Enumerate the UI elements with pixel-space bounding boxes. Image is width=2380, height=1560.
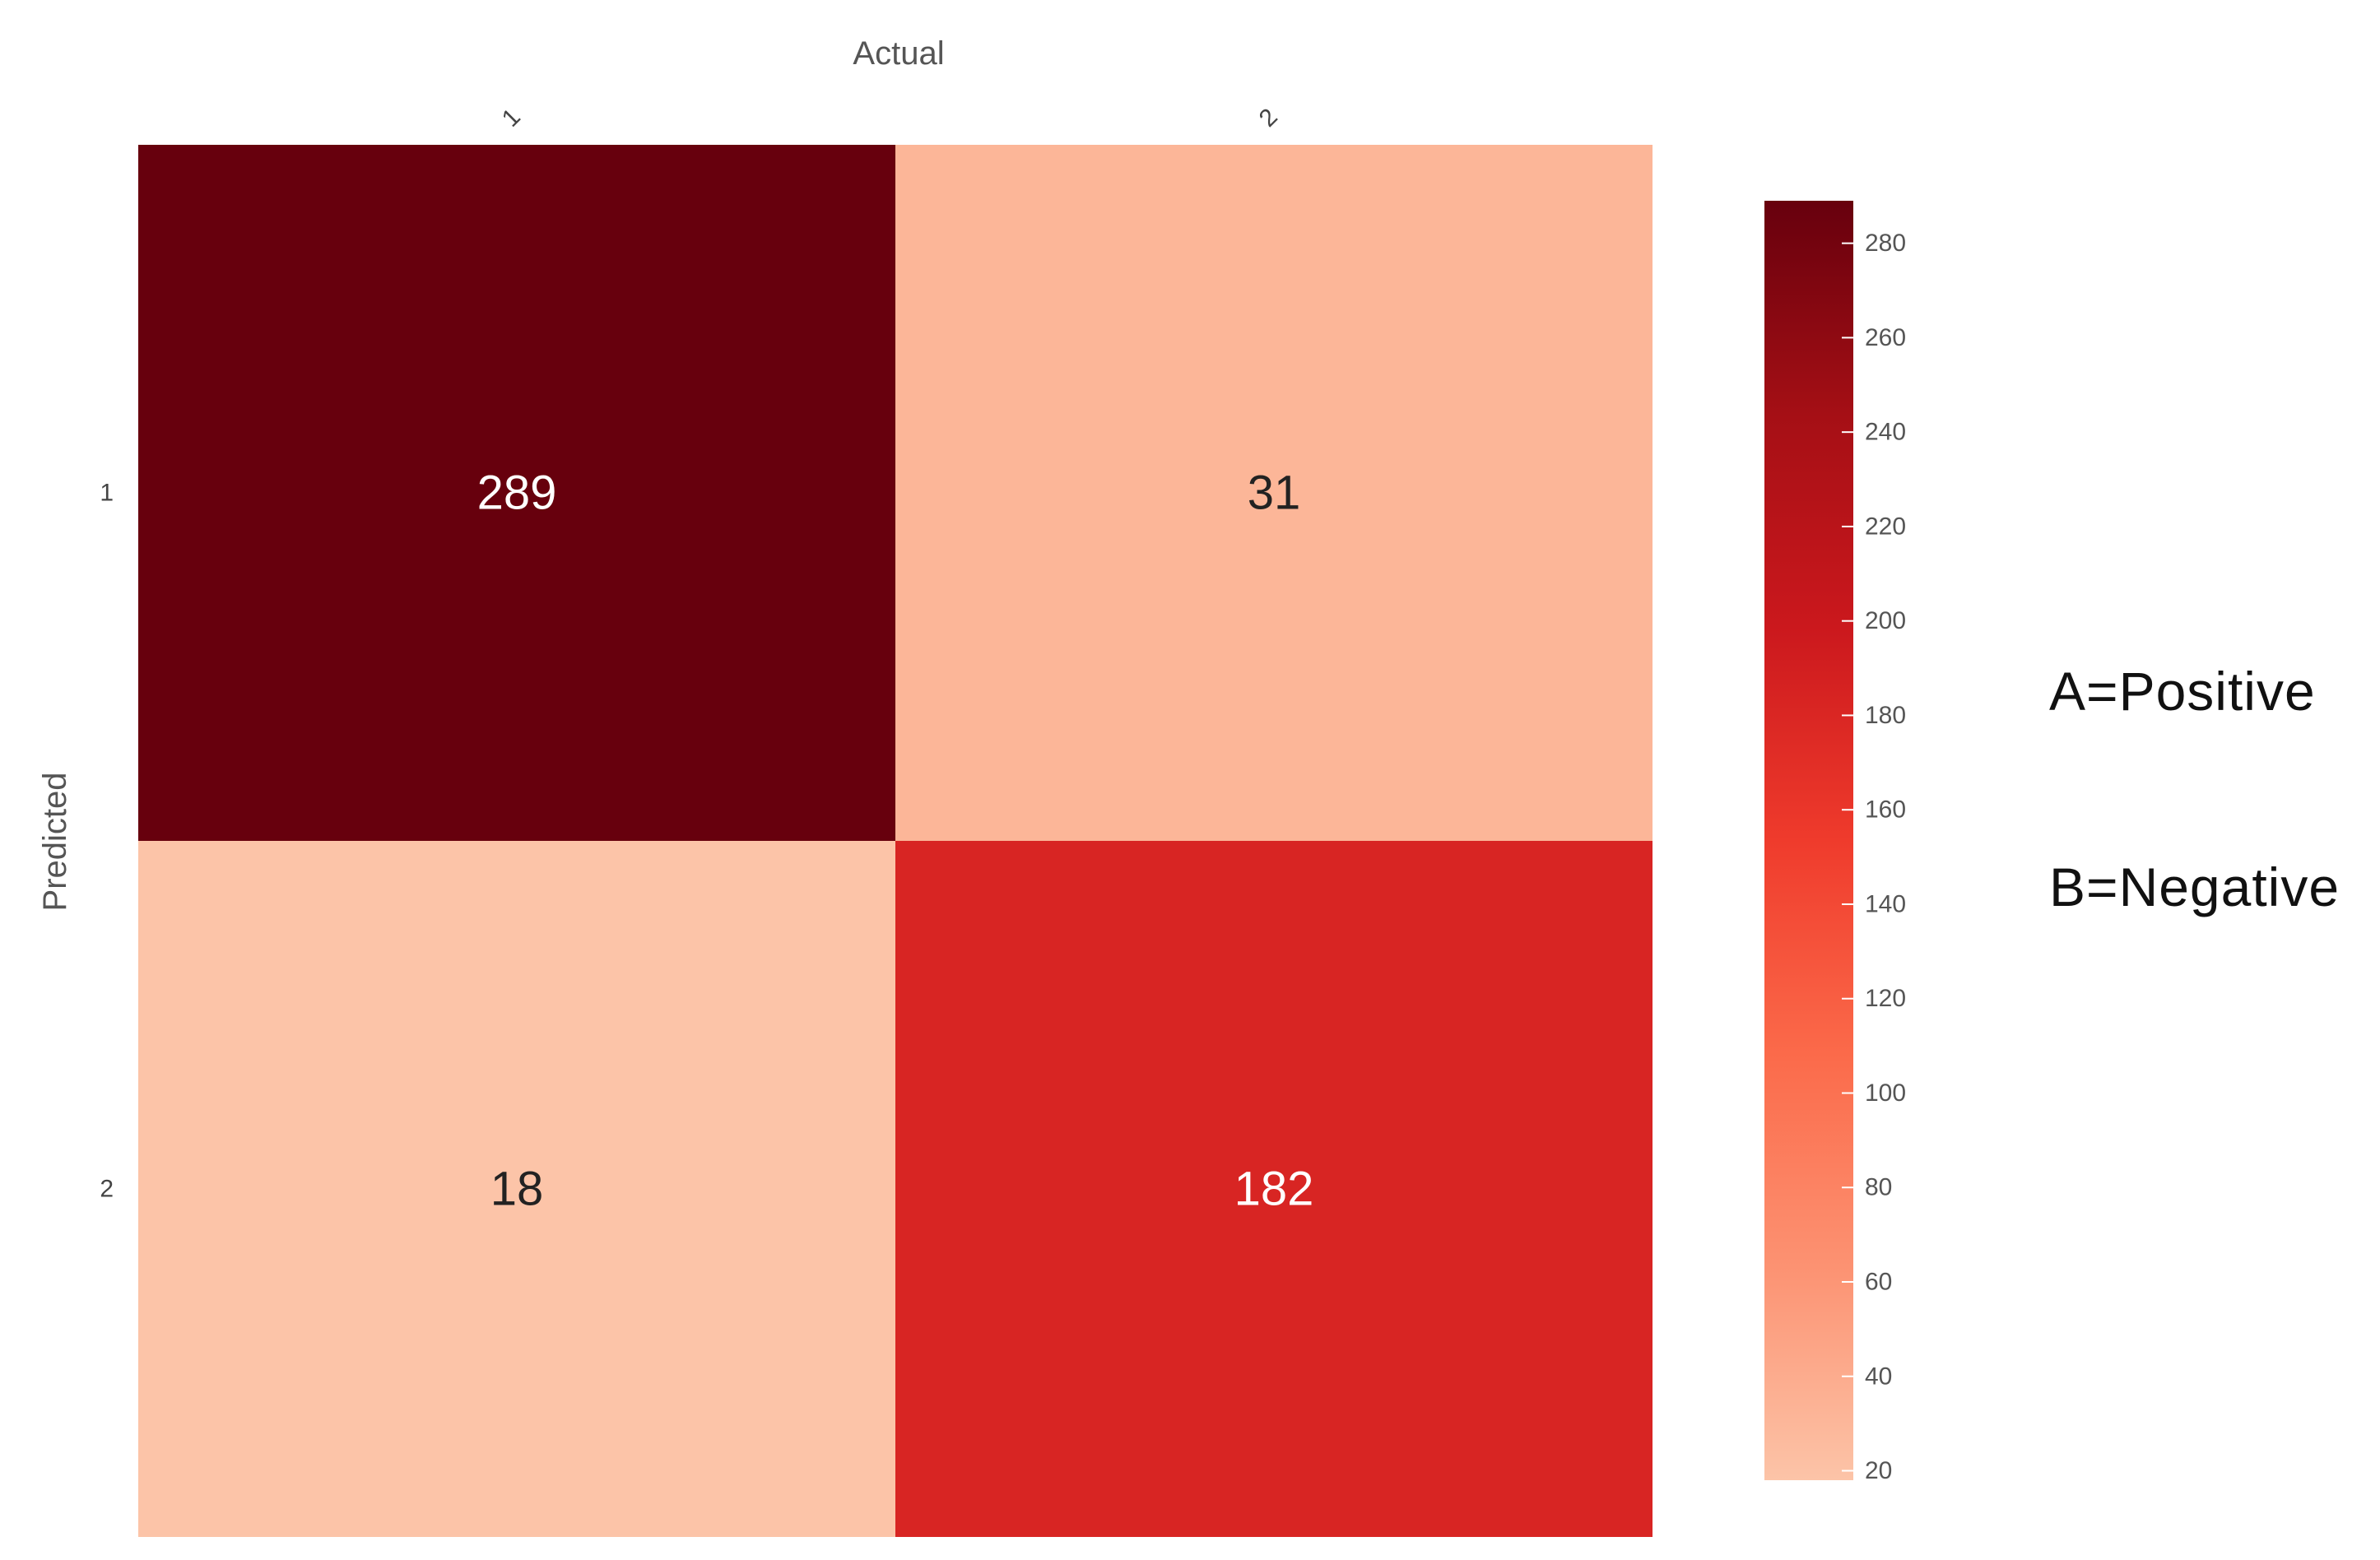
colorbar-tick-label: 180 [1865,702,1906,729]
colorbar-tick-label: 20 [1865,1457,1892,1484]
colorbar-tick-label: 60 [1865,1269,1892,1296]
colorbar-tick-label: 120 [1865,985,1906,1012]
colorbar-tick-label: 260 [1865,324,1906,351]
colorbar [1764,201,1853,1480]
cell-value-label: 182 [1234,1163,1314,1216]
heatmap-cell [138,841,895,1537]
cell-value-label: 18 [490,1163,544,1216]
colorbar-tick-labels: 20 40 60 80 100 120 140 160 180 200 220 240 260 280 [1842,230,1906,1484]
colorbar-tick-label: 160 [1865,796,1906,824]
y-tick-labels: 12 [100,480,114,1203]
colorbar-tick-label: 200 [1865,607,1906,634]
y-axis-title: Predicted [37,773,73,912]
negative-legend-note: B=Negative [2049,857,2340,917]
heatmap-cell [895,841,1653,1537]
x-axis-title: Actual [853,35,944,72]
colorbar-tick-label: 140 [1865,890,1906,917]
positive-legend-note: A=Positive [2049,661,2316,722]
colorbar-tick-label: 80 [1865,1174,1892,1201]
x-tick-label: 2 [1254,104,1283,132]
colorbar-tick-label: 40 [1865,1363,1892,1390]
y-tick-label: 1 [100,480,114,507]
cell-value-label: 31 [1248,467,1301,520]
colorbar-tick-label: 240 [1865,419,1906,446]
colorbar-tick-label: 280 [1865,230,1906,257]
y-tick-label: 2 [100,1176,114,1203]
colorbar-tick-label: 220 [1865,513,1906,540]
x-tick-label: 1 [497,104,526,132]
cell-value-label: 289 [477,467,557,520]
heatmap-cell [138,145,895,841]
heatmap-cells: 289 31 18 182 [138,145,1653,1537]
heatmap-cell [895,145,1653,841]
colorbar-tick-label: 100 [1865,1079,1906,1107]
